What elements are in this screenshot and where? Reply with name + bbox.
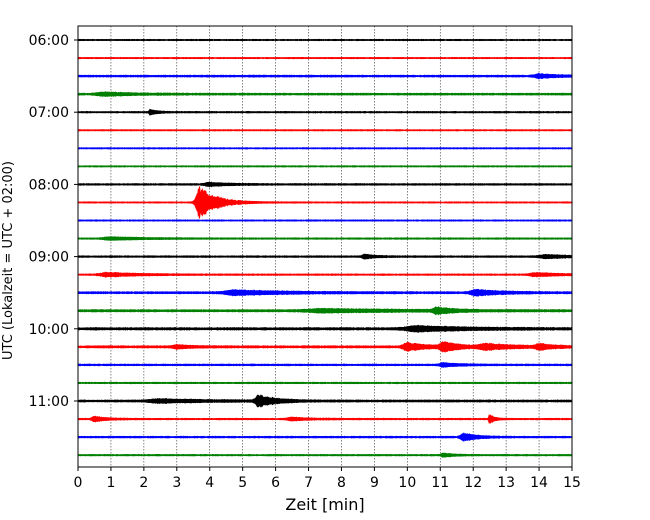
x-tick-label: 10	[398, 475, 416, 491]
y-axis-label: UTC (Lokalzeit = UTC + 02:00)	[1, 161, 16, 360]
x-tick-label: 2	[139, 475, 148, 491]
y-tick-label: 10:00	[29, 322, 69, 338]
x-grid	[110, 26, 540, 467]
seismic-traces	[77, 38, 573, 458]
y-axis-ticks: 06:00 07:00 08:00 09:00 10:00 11:00	[29, 33, 78, 410]
y-tick-label: 11:00	[29, 394, 69, 410]
y-tick-label: 09:00	[29, 250, 69, 266]
x-tick-label: 4	[205, 475, 214, 491]
trace-row	[77, 219, 573, 222]
x-axis-label: Zeit [min]	[285, 495, 364, 514]
trace-row	[77, 381, 573, 385]
x-tick-label: 7	[304, 475, 313, 491]
x-tick-label: 0	[74, 475, 83, 491]
x-tick-label: 12	[464, 475, 482, 491]
y-tick-label: 06:00	[29, 33, 69, 49]
trace-row	[77, 129, 573, 132]
x-tick-label: 11	[431, 475, 449, 491]
trace-row	[77, 38, 573, 42]
x-axis-ticks: 0 1 2 3 4 5 6 7 8 9 10 11 12 13 14 15	[74, 467, 581, 491]
x-tick-label: 5	[238, 475, 247, 491]
x-tick-label: 1	[106, 475, 115, 491]
x-tick-label: 13	[497, 475, 515, 491]
x-tick-label: 6	[271, 475, 280, 491]
y-tick-label: 08:00	[29, 177, 69, 193]
x-tick-label: 15	[563, 475, 581, 491]
trace-row	[77, 165, 573, 168]
x-tick-label: 8	[337, 475, 346, 491]
trace-row	[77, 147, 573, 150]
plot-frame	[77, 25, 573, 468]
y-tick-label: 07:00	[29, 105, 69, 121]
trace-row	[77, 56, 573, 60]
x-tick-label: 9	[370, 475, 379, 491]
x-tick-label: 3	[172, 475, 181, 491]
x-tick-label: 14	[530, 475, 548, 491]
